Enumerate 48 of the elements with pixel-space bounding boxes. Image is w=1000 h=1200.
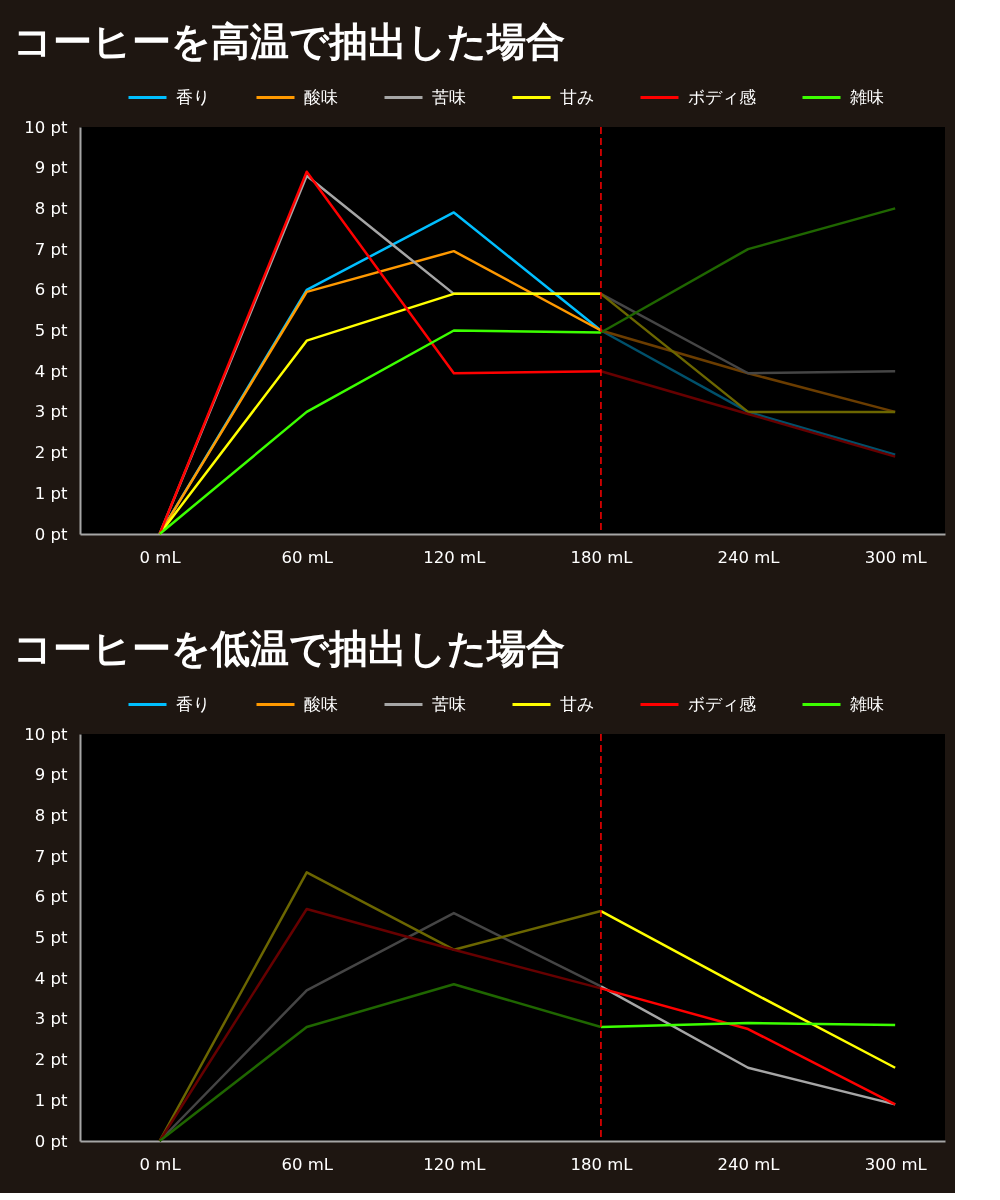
- y-tick-label: 2 pt: [34, 1050, 69, 1070]
- y-tick-label: 1 pt: [34, 483, 69, 503]
- y-tick-label: 9 pt: [34, 158, 69, 178]
- x-tick-label: 120 mL: [423, 547, 487, 567]
- y-tick-label: 0 pt: [34, 524, 69, 544]
- x-tick-label: 180 mL: [570, 547, 634, 567]
- y-tick-label: 9 pt: [34, 765, 69, 785]
- y-tick-label: 6 pt: [34, 887, 69, 907]
- y-tick-label: 4 pt: [34, 361, 69, 381]
- x-tick-label: 240 mL: [717, 1154, 781, 1174]
- legend-label: 香り: [176, 87, 210, 107]
- y-tick-label: 4 pt: [34, 968, 69, 988]
- legend-label: 雑味: [850, 694, 884, 714]
- legend-label: 甘み: [560, 87, 594, 107]
- chart-title: コーヒーを高温で抽出した場合: [12, 19, 565, 64]
- x-tick-label: 300 mL: [864, 547, 928, 567]
- x-tick-label: 120 mL: [423, 1154, 487, 1174]
- y-tick-label: 2 pt: [34, 443, 69, 463]
- y-tick-label: 7 pt: [34, 239, 69, 259]
- y-tick-label: 3 pt: [34, 1009, 69, 1029]
- x-tick-label: 240 mL: [717, 547, 781, 567]
- y-tick-label: 1 pt: [34, 1090, 69, 1110]
- legend-label: 苦味: [432, 87, 466, 107]
- legend-label: 酸味: [304, 694, 338, 714]
- legend-label: 苦味: [432, 694, 466, 714]
- y-tick-label: 6 pt: [34, 280, 69, 300]
- x-tick-label: 180 mL: [570, 1154, 634, 1174]
- x-tick-label: 60 mL: [281, 547, 334, 567]
- y-tick-label: 5 pt: [34, 321, 69, 340]
- legend-label: ボディ感: [688, 87, 756, 107]
- y-tick-label: 8 pt: [34, 198, 69, 218]
- y-tick-label: 3 pt: [34, 402, 69, 422]
- legend-label: 甘み: [560, 694, 594, 714]
- y-tick-label: 10 pt: [24, 117, 69, 137]
- y-tick-label: 8 pt: [34, 805, 69, 825]
- legend-label: ボディ感: [688, 694, 756, 714]
- chart-title: コーヒーを低温で抽出した場合: [12, 626, 565, 671]
- x-tick-label: 300 mL: [864, 1154, 928, 1174]
- y-tick-label: 10 pt: [24, 724, 69, 744]
- y-tick-label: 7 pt: [34, 846, 69, 866]
- y-tick-label: 0 pt: [34, 1131, 69, 1151]
- x-tick-label: 0 mL: [139, 547, 182, 567]
- legend-label: 雑味: [850, 87, 884, 107]
- x-tick-label: 0 mL: [139, 1154, 182, 1174]
- x-tick-label: 60 mL: [281, 1154, 334, 1174]
- legend-label: 香り: [176, 694, 210, 714]
- legend-label: 酸味: [304, 87, 338, 107]
- y-tick-label: 5 pt: [34, 928, 69, 947]
